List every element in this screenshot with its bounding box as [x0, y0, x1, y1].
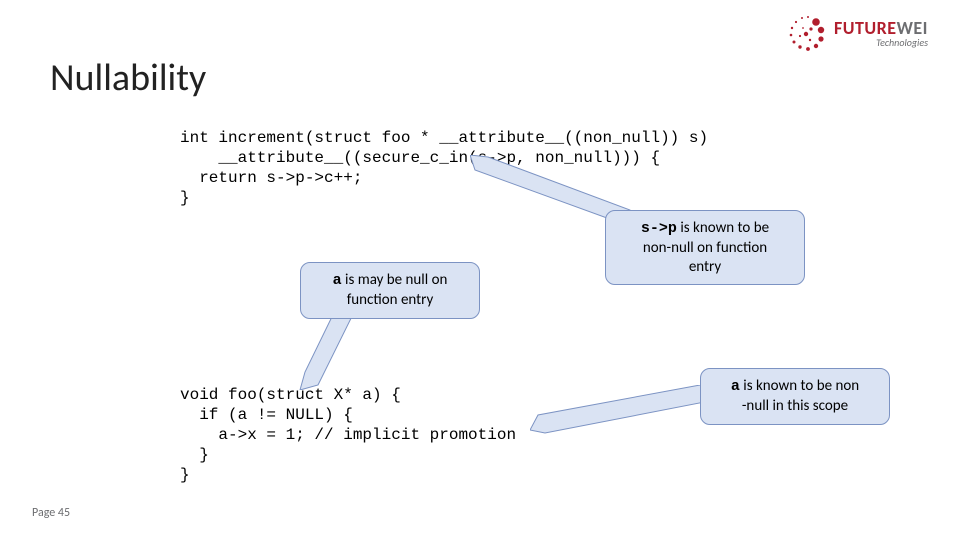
callout-a-maybe-bold: a — [333, 272, 342, 289]
callout-a-maybe-l1: is may be null on — [345, 271, 447, 289]
code-block-1: int increment(struct foo * __attribute__… — [180, 128, 708, 208]
logo-sub: Technologies — [834, 38, 928, 48]
slide: Nullability — [0, 0, 960, 540]
callout-a-maybe: a is may be null on function entry — [300, 262, 480, 319]
callout-a-known-l1: is known to be non — [743, 377, 859, 395]
callout-sp-l1: is known to be — [680, 219, 769, 237]
swirl-icon — [786, 12, 828, 54]
callout-sp-known: s->p is known to be non-null on function… — [605, 210, 805, 285]
callout-a-maybe-l2: function entry — [347, 291, 434, 309]
callout-a-known-l2: -null in this scope — [742, 397, 848, 415]
callout-sp-bold: s->p — [641, 220, 677, 237]
slide-title: Nullability — [50, 55, 206, 101]
callout-sp-l3: entry — [689, 258, 721, 276]
callout-a-known: a is known to be non -null in this scope — [700, 368, 890, 425]
callout-a-known-bold: a — [731, 378, 740, 395]
page-number: Page 45 — [32, 506, 70, 520]
logo: FUTUREWEI Technologies — [786, 12, 928, 54]
callout-sp-l2: non-null on function — [643, 239, 767, 257]
logo-main: FUTUREWEI — [834, 19, 928, 37]
code-block-2: void foo(struct X* a) { if (a != NULL) {… — [180, 385, 516, 485]
arrow-a-known — [530, 385, 720, 435]
logo-text: FUTUREWEI Technologies — [834, 19, 928, 48]
